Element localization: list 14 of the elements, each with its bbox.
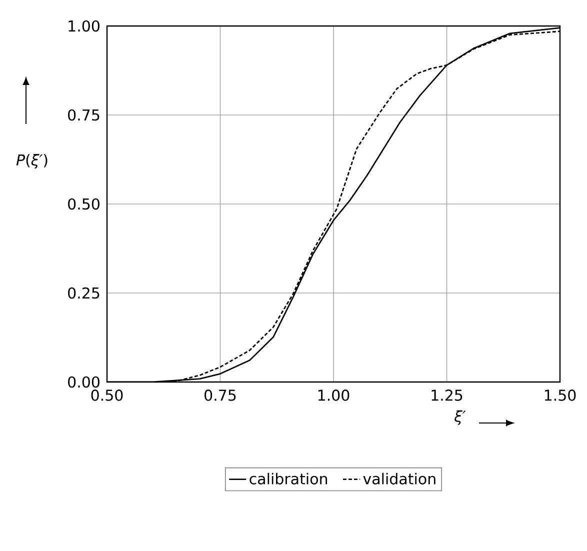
x-tick-label: 1.50 bbox=[544, 390, 576, 401]
legend-label: validation bbox=[363, 472, 436, 484]
y-tick-label: 0.25 bbox=[68, 287, 100, 299]
x-tick-label: 1.25 bbox=[432, 390, 462, 401]
y-tick-label: 0.00 bbox=[68, 376, 100, 388]
y-tick-label: 1.00 bbox=[68, 20, 100, 32]
legend-label: calibration bbox=[250, 472, 328, 484]
y-tick-label: 0.50 bbox=[68, 198, 100, 210]
x-tick-label: 1.00 bbox=[318, 390, 350, 401]
x-axis-title: ξ′ bbox=[454, 410, 466, 425]
y-tick-label: 0.75 bbox=[68, 109, 100, 121]
y-axis-title: P(ξ′) bbox=[16, 154, 48, 169]
x-tick-label: 0.75 bbox=[204, 390, 236, 401]
x-tick-label: 0.50 bbox=[91, 390, 123, 401]
